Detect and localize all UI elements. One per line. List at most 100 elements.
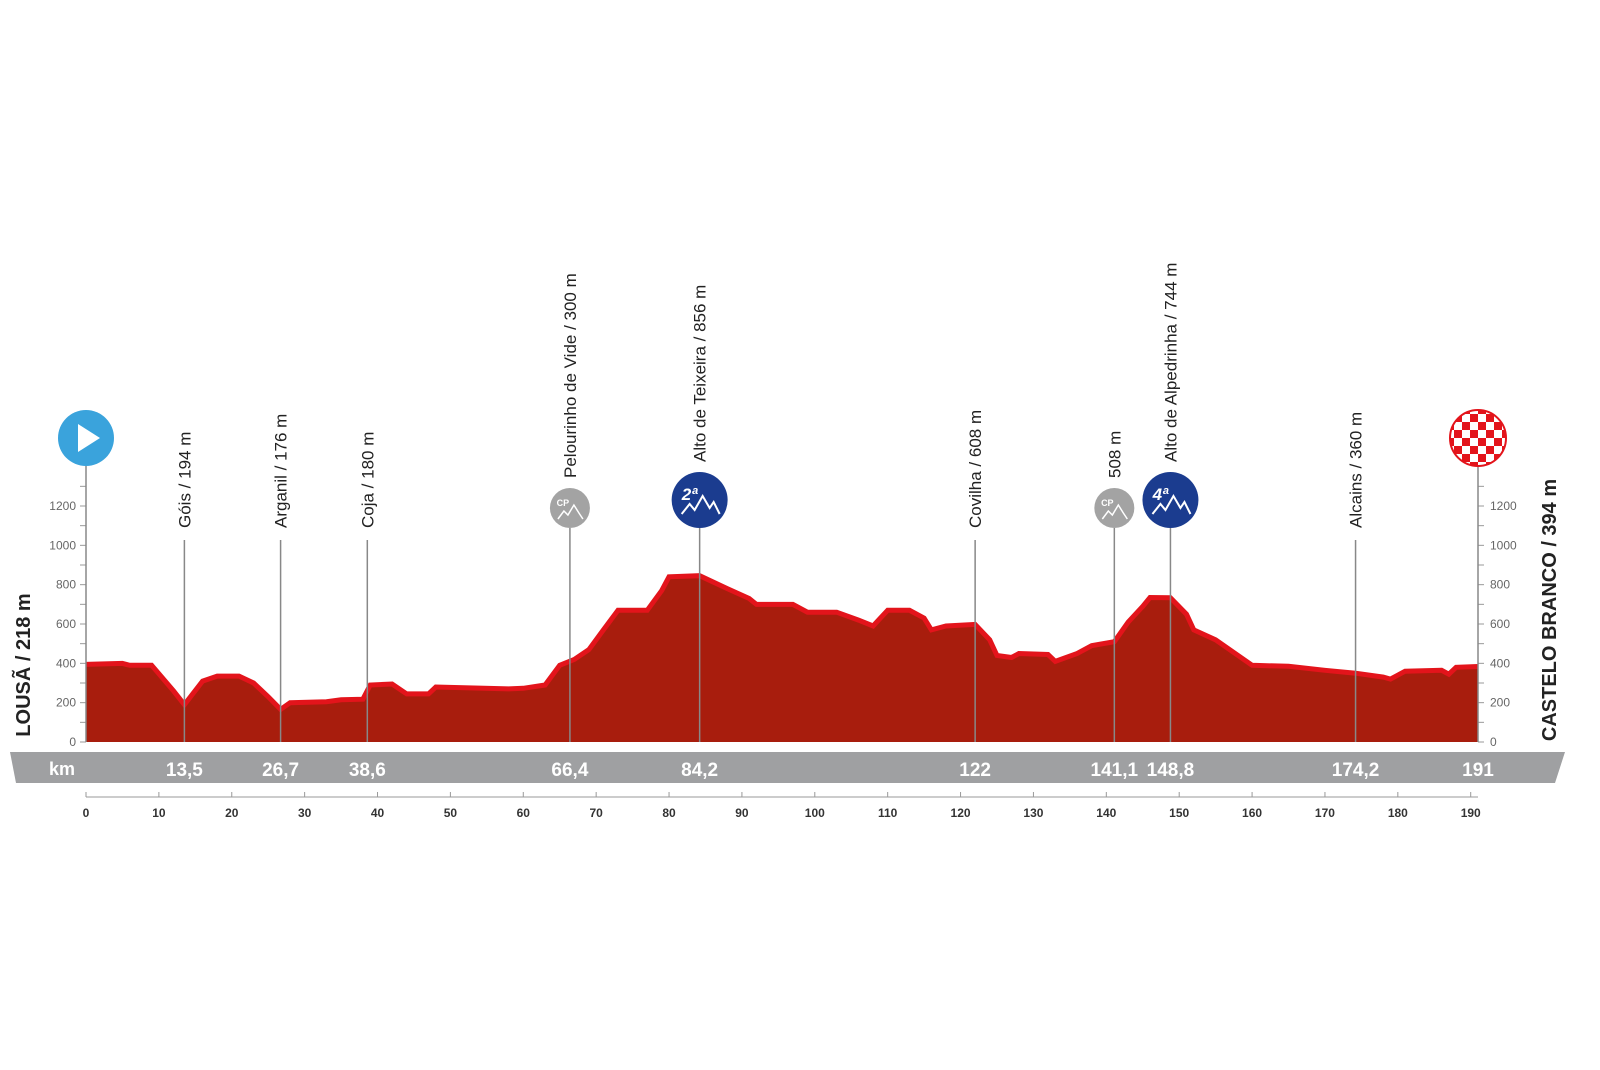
checker-square — [1502, 462, 1506, 466]
point-marker: 2ª Alto de Teixeira / 856 m — [671, 285, 728, 742]
checker-square — [1494, 422, 1502, 430]
axes: 0 0 200 200 400 400 600 600 800 800 1000 1000 1200 12… — [49, 485, 1517, 749]
y-tick-label-right: 600 — [1490, 617, 1510, 631]
point-markers: Góis / 194 m Arganil / 176 m Coja / 180 m C… — [175, 263, 1366, 742]
checker-square — [1486, 414, 1494, 422]
x-tick-label: 180 — [1388, 806, 1408, 820]
y-tick-label-right: 1200 — [1490, 499, 1517, 513]
y-tick-label-right: 800 — [1490, 578, 1510, 592]
point-label: Alcains / 360 m — [1347, 412, 1366, 528]
sprint-point-icon — [549, 488, 590, 528]
checker-square — [1462, 438, 1470, 446]
checker-square — [1450, 422, 1454, 430]
point-label: Covilha / 608 m — [966, 410, 985, 528]
checker-square — [1454, 430, 1462, 438]
checker-square — [1470, 446, 1478, 454]
checker-square — [1478, 410, 1486, 414]
x-tick-label: 80 — [662, 806, 676, 820]
checker-square — [1450, 410, 1454, 414]
checker-square — [1454, 462, 1462, 466]
x-tick-label: 160 — [1242, 806, 1262, 820]
y-tick-label-left: 200 — [56, 696, 76, 710]
km-marker-label: 191 — [1462, 760, 1494, 781]
x-tick-label: 40 — [371, 806, 385, 820]
sprint-badge: CP — [1101, 498, 1114, 508]
km-marker-label: 66,4 — [551, 760, 588, 781]
checker-square — [1486, 462, 1494, 466]
sprint-point-icon — [1094, 488, 1135, 528]
x-tick-label: 120 — [951, 806, 971, 820]
checker-square — [1454, 446, 1462, 454]
x-tick-label: 60 — [517, 806, 531, 820]
checker-square — [1494, 438, 1502, 446]
point-marker: Góis / 194 m — [175, 432, 194, 742]
finish-label: CASTELO BRANCO / 394 m — [1539, 479, 1561, 741]
checker-square — [1502, 446, 1506, 454]
point-marker: 4ª Alto de Alpedrinha / 744 m — [1142, 263, 1199, 742]
y-tick-label-right: 400 — [1490, 656, 1510, 670]
checker-square — [1478, 454, 1486, 462]
elevation-profile-area — [86, 573, 1478, 742]
checker-square — [1470, 462, 1478, 466]
x-tick-label: 20 — [225, 806, 239, 820]
x-tick-label: 110 — [878, 806, 898, 820]
km-marker-label: 122 — [959, 760, 991, 781]
x-tick-label: 50 — [444, 806, 458, 820]
km-marker-label: 13,5 — [166, 760, 203, 781]
checker-square — [1494, 410, 1502, 414]
km-marker-label: 26,7 — [262, 760, 299, 781]
checker-square — [1478, 438, 1486, 446]
mountain-glyph — [1151, 494, 1192, 515]
km-marker-label: 84,2 — [681, 760, 718, 781]
point-label: Coja / 180 m — [358, 432, 377, 528]
point-marker: Arganil / 176 m — [272, 414, 291, 742]
point-label: Alto de Teixeira / 856 m — [691, 285, 710, 462]
climb-category-badge: 4ª — [1152, 485, 1169, 504]
checker-square — [1470, 430, 1478, 438]
y-tick-label-left: 800 — [56, 578, 76, 592]
checker-square — [1470, 414, 1478, 422]
y-tick-label-left: 400 — [56, 656, 76, 670]
checker-square — [1502, 414, 1506, 422]
checker-square — [1450, 454, 1454, 462]
checker-square — [1478, 422, 1486, 430]
start-play-icon — [58, 410, 114, 742]
y-tick-label-left: 0 — [69, 735, 76, 749]
km-marker-label: 38,6 — [349, 760, 386, 781]
x-tick-label: 0 — [83, 806, 90, 820]
point-label: 508 m — [1105, 431, 1124, 478]
x-tick-label: 140 — [1096, 806, 1116, 820]
x-tick-label: 170 — [1315, 806, 1335, 820]
x-tick-label: 10 — [152, 806, 166, 820]
start-label: LOUSÃ / 218 m — [12, 593, 35, 736]
point-marker: CP Pelourinho de Vide / 300 m — [549, 273, 590, 742]
x-tick-label: 150 — [1169, 806, 1189, 820]
x-tick-label: 30 — [298, 806, 312, 820]
checker-square — [1462, 410, 1470, 414]
x-tick-label: 190 — [1461, 806, 1481, 820]
point-marker: CP 508 m — [1094, 431, 1135, 742]
y-tick-label-left: 600 — [56, 617, 76, 631]
checker-square — [1462, 422, 1470, 430]
km-band — [10, 752, 1565, 783]
checker-square — [1462, 454, 1470, 462]
point-label: Arganil / 176 m — [272, 414, 291, 528]
y-tick-label-right: 0 — [1490, 735, 1497, 749]
x-axis-ruler: 0 10 20 30 40 50 60 70 80 90 100 110 120 130 140 150 160… — [83, 792, 1481, 820]
y-tick-label-right: 1000 — [1490, 538, 1517, 552]
checker-square — [1450, 438, 1454, 446]
point-label: Alto de Alpedrinha / 744 m — [1161, 263, 1180, 462]
point-label: Pelourinho de Vide / 300 m — [561, 273, 580, 478]
point-marker: Coja / 180 m — [358, 432, 377, 742]
sprint-badge: CP — [557, 498, 570, 508]
x-tick-label: 130 — [1023, 806, 1043, 820]
climb-category-badge: 2ª — [681, 485, 698, 504]
km-marker-label: 148,8 — [1147, 760, 1195, 781]
km-marker-label: 141,1 — [1091, 760, 1139, 781]
point-marker: Covilha / 608 m — [966, 410, 985, 742]
elevation-profile-highlight — [85, 573, 1479, 713]
mountain-glyph — [680, 494, 721, 515]
checker-square — [1502, 430, 1506, 438]
x-tick-label: 90 — [735, 806, 749, 820]
